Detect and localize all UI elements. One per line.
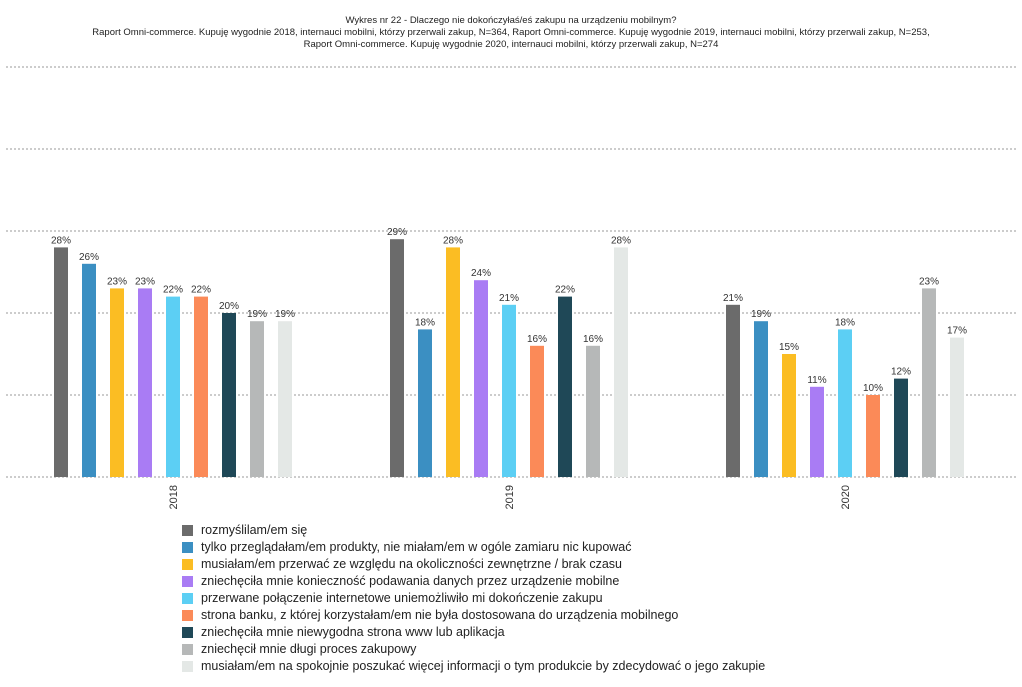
legend-item: musiałam/em na spokojnie poszukać więcej…: [182, 658, 765, 675]
data-label: 28%: [611, 235, 631, 246]
data-label: 19%: [247, 309, 267, 320]
bar: [390, 239, 404, 477]
data-label: 17%: [947, 326, 967, 337]
x-tick-label: 2020: [840, 485, 852, 509]
data-label: 15%: [779, 342, 799, 353]
legend-swatch: [182, 627, 193, 638]
legend-item: rozmyślilam/em się: [182, 522, 765, 539]
bar: [950, 337, 964, 477]
legend-swatch: [182, 644, 193, 655]
data-label: 19%: [275, 309, 295, 320]
x-tick-label: 2019: [504, 485, 516, 509]
data-label: 11%: [807, 375, 826, 386]
bar: [474, 280, 488, 477]
bar: [418, 329, 432, 477]
legend: rozmyślilam/em się tylko przeglądałam/em …: [182, 522, 765, 675]
data-label: 18%: [835, 317, 855, 328]
bar: [838, 329, 852, 477]
data-label: 22%: [163, 285, 183, 296]
data-label: 28%: [443, 235, 463, 246]
legend-item: strona banku, z której korzystałam/em ni…: [182, 607, 765, 624]
bar: [222, 313, 236, 477]
chart-subtitle-1: Raport Omni-commerce. Kupuję wygodnie 20…: [92, 27, 930, 38]
bar: [530, 345, 544, 477]
data-label: 18%: [415, 317, 435, 328]
legend-item: przerwane połączenie internetowe uniemoż…: [182, 590, 765, 607]
data-label: 16%: [527, 334, 547, 345]
legend-label: musiałam/em przerwać ze względu na okoli…: [201, 557, 623, 571]
data-label: 29%: [387, 227, 407, 238]
legend-swatch: [182, 525, 193, 536]
bar: [922, 288, 936, 477]
bar: [614, 247, 628, 477]
data-label: 12%: [891, 367, 911, 378]
bar: [250, 321, 264, 477]
bar: [586, 345, 600, 477]
legend-label: musiałam/em na spokojnie poszukać więcej…: [201, 659, 766, 673]
bar: [726, 304, 740, 477]
legend-swatch: [182, 542, 193, 553]
data-label: 22%: [555, 285, 575, 296]
bar: [194, 296, 208, 477]
chart-subtitle-2: Raport Omni-commerce. Kupuję wygodnie 20…: [303, 39, 719, 50]
data-label: 24%: [471, 268, 491, 279]
bar: [558, 296, 572, 477]
legend-label: rozmyślilam/em się: [201, 523, 308, 537]
bar: [138, 288, 152, 477]
bar: [866, 395, 880, 477]
data-label: 28%: [51, 235, 71, 246]
bar: [894, 378, 908, 477]
legend-label: zniechęciła mnie konieczność podawania d…: [201, 574, 620, 588]
data-label: 21%: [499, 293, 519, 304]
bar: [54, 247, 68, 477]
data-label: 21%: [723, 293, 743, 304]
legend-swatch: [182, 576, 193, 587]
legend-item: zniechęciła mnie niewygodna strona www l…: [182, 624, 765, 641]
bar: [502, 304, 516, 477]
legend-label: przerwane połączenie internetowe uniemoż…: [201, 591, 603, 605]
legend-label: strona banku, z której korzystałam/em ni…: [201, 608, 679, 622]
legend-swatch: [182, 610, 193, 621]
bar: [82, 263, 96, 477]
data-label: 23%: [135, 276, 155, 287]
legend-swatch: [182, 593, 193, 604]
data-label: 20%: [219, 301, 239, 312]
legend-label: zniechęcił mnie długi proces zakupowy: [201, 642, 417, 656]
bar: [782, 354, 796, 477]
legend-label: tylko przeglądałam/em produkty, nie miał…: [201, 540, 632, 554]
chart-titles: Wykres nr 22 - Dlaczego nie dokończyłaś/…: [0, 15, 1022, 51]
legend-item: musiałam/em przerwać ze względu na okoli…: [182, 556, 765, 573]
data-label: 23%: [919, 276, 939, 287]
bar: [166, 296, 180, 477]
legend-label: zniechęciła mnie niewygodna strona www l…: [201, 625, 505, 639]
chart-title: Wykres nr 22 - Dlaczego nie dokończyłaś/…: [345, 15, 677, 26]
legend-item: tylko przeglądałam/em produkty, nie miał…: [182, 539, 765, 556]
legend-item: zniechęcił mnie długi proces zakupowy: [182, 641, 765, 658]
data-label: 10%: [863, 383, 883, 394]
bar: [110, 288, 124, 477]
bar: [754, 321, 768, 477]
legend-swatch: [182, 661, 193, 672]
x-tick-label: 2018: [168, 485, 180, 509]
data-label: 23%: [107, 276, 127, 287]
data-label: 16%: [583, 334, 603, 345]
data-label: 22%: [191, 285, 211, 296]
legend-item: zniechęciła mnie konieczność podawania d…: [182, 573, 765, 590]
data-label: 19%: [751, 309, 771, 320]
data-label: 26%: [79, 252, 99, 263]
legend-swatch: [182, 559, 193, 570]
bar: [446, 247, 460, 477]
bar: [278, 321, 292, 477]
bar: [810, 386, 824, 477]
